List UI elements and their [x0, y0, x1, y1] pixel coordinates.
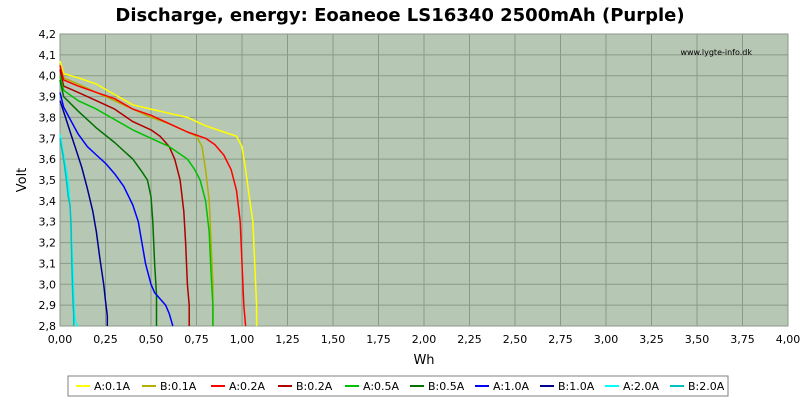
- legend-label: A:0.1A: [94, 380, 131, 393]
- series-line: [59, 69, 190, 326]
- y-tick-label: 3,6: [39, 153, 57, 166]
- y-tick-label: 3,0: [39, 278, 57, 291]
- legend-label: B:2.0A: [688, 380, 725, 393]
- series-line: [59, 138, 75, 326]
- y-tick-label: 3,2: [39, 237, 57, 250]
- x-tick-label: 0,25: [93, 333, 118, 346]
- y-tick-label: 3,3: [39, 216, 57, 229]
- series-line: [59, 75, 214, 326]
- watermark: www.lygte-info.dk: [680, 48, 752, 57]
- legend-label: B:0.1A: [160, 380, 197, 393]
- x-tick-label: 1,50: [321, 333, 346, 346]
- x-tick-label: 2,75: [548, 333, 573, 346]
- legend-label: A:0.2A: [229, 380, 266, 393]
- x-tick-labels: 0,00 0,25 0,50 0,75 1,00 1,25 1,50 1,75 2,00 2,25…: [48, 333, 800, 346]
- chart-title: Discharge, energy: Eoaneoe LS16340 2500m…: [115, 5, 684, 26]
- x-tick-label: 2,00: [412, 333, 437, 346]
- y-tick-label: 3,7: [39, 132, 57, 145]
- x-tick-label: 1,25: [275, 333, 300, 346]
- x-tick-label: 0,75: [184, 333, 209, 346]
- y-tick-label: 3,8: [39, 111, 57, 124]
- y-tick-label: 2,8: [39, 320, 57, 333]
- x-tick-label: 3,00: [594, 333, 619, 346]
- x-tick-label: 3,75: [730, 333, 755, 346]
- series-line: [59, 133, 79, 327]
- legend-label: B:0.2A: [296, 380, 333, 393]
- series-line: [59, 79, 158, 326]
- legend-box: [67, 375, 729, 397]
- x-tick-label: 2,50: [503, 333, 528, 346]
- y-tick-label: 3,4: [39, 195, 57, 208]
- x-axis-label: Wh: [413, 353, 434, 368]
- y-tick-label: 4,0: [39, 70, 57, 83]
- series-line: [59, 92, 174, 327]
- series-line: [59, 100, 109, 326]
- x-tick-label: 3,25: [639, 333, 664, 346]
- y-tick-label: 4,2: [39, 28, 57, 41]
- y-axis-label: Volt: [15, 168, 30, 193]
- grid-lines: [59, 33, 789, 327]
- legend-label: B:1.0A: [558, 380, 595, 393]
- y-tick-label: 2,9: [39, 299, 57, 312]
- x-tick-label: 1,75: [366, 333, 391, 346]
- y-tick-label: 3,9: [39, 91, 57, 104]
- series-lines: [59, 60, 258, 327]
- x-tick-label: 3,50: [685, 333, 710, 346]
- x-tick-label: 1,00: [230, 333, 255, 346]
- x-tick-label: 0,00: [48, 333, 73, 346]
- series-line: [59, 65, 247, 327]
- y-tick-label: 4,1: [39, 49, 57, 62]
- y-tick-label: 3,5: [39, 174, 57, 187]
- x-tick-label: 0,50: [139, 333, 164, 346]
- x-tick-label: 2,25: [457, 333, 482, 346]
- series-line: [59, 60, 258, 326]
- legend-label: A:0.5A: [363, 380, 400, 393]
- x-tick-label: 4,00: [776, 333, 800, 346]
- legend-label: A:1.0A: [493, 380, 530, 393]
- y-tick-label: 3,1: [39, 257, 57, 270]
- legend: A:0.1A B:0.1A A:0.2A B:0.2A A:0.5A B:0.5A A:1.…: [76, 380, 725, 393]
- y-tick-labels: 2,8 2,9 3,0 3,1 3,2 3,3 3,4 3,5 3,6 3,7 3,8 3,9 4,0 4…: [39, 28, 57, 333]
- legend-label: B:0.5A: [428, 380, 465, 393]
- legend-label: A:2.0A: [623, 380, 660, 393]
